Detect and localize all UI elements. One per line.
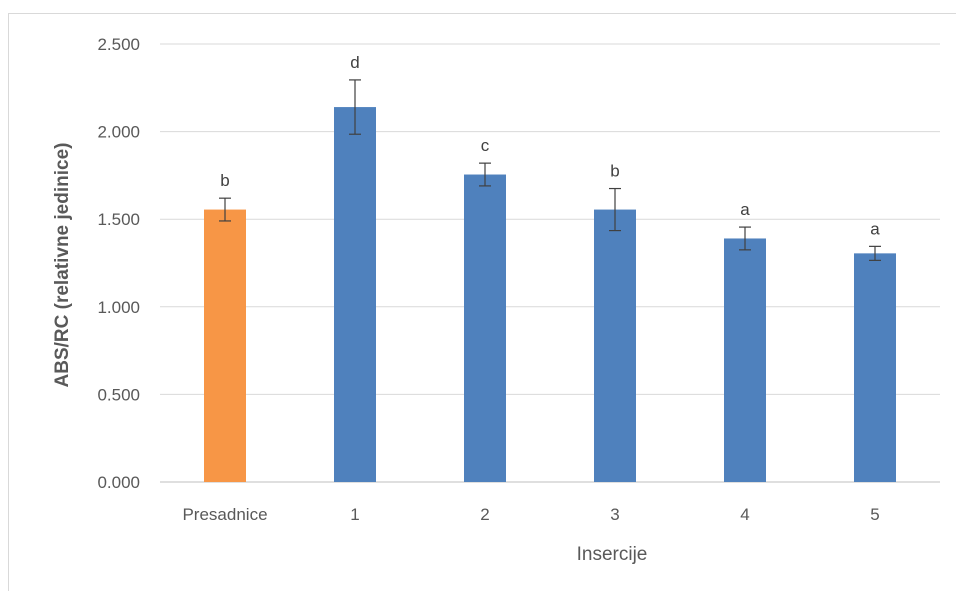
y-tick-label: 2.500 (97, 35, 140, 54)
significance-label: d (350, 53, 359, 72)
y-axis-ticks: 0.000 0.500 1.000 1.500 2.000 2.500 (97, 35, 140, 492)
x-tick-label: 3 (610, 505, 619, 524)
y-tick-label: 2.000 (97, 123, 140, 142)
bars (204, 107, 896, 483)
significance-label: a (870, 219, 880, 238)
error-bar (869, 245, 881, 261)
error-bar (739, 226, 751, 251)
error-bars (219, 79, 881, 261)
error-bar (219, 197, 231, 222)
bar (334, 107, 376, 483)
x-tick-label: 4 (740, 505, 749, 524)
bar (464, 174, 506, 483)
y-tick-label: 0.500 (97, 385, 140, 404)
error-bar (609, 187, 621, 232)
significance-label: a (740, 200, 750, 219)
x-tick-label: 2 (480, 505, 489, 524)
y-tick-label: 0.000 (97, 473, 140, 492)
chart-frame (8, 13, 956, 591)
significance-label: b (220, 171, 229, 190)
y-tick-label: 1.000 (97, 298, 140, 317)
x-tick-label: 1 (350, 505, 359, 524)
significance-label: c (481, 136, 490, 155)
bar (724, 238, 766, 482)
y-axis-title: ABS/RC (relativne jedinice) (52, 143, 73, 388)
x-tick-label: Presadnice (182, 505, 267, 524)
error-bar (349, 79, 361, 135)
y-tick-label: 1.500 (97, 210, 140, 229)
significance-labels: b d c b a a (220, 53, 880, 238)
significance-label: b (610, 162, 619, 181)
gridlines (160, 43, 940, 483)
bar (594, 209, 636, 482)
x-axis-title: Insercije (577, 544, 648, 565)
x-tick-label: 5 (870, 505, 879, 524)
bar (204, 209, 246, 482)
error-bar (479, 162, 491, 187)
x-axis-ticks: Presadnice 1 2 3 4 5 (182, 505, 879, 524)
bar (854, 253, 896, 482)
